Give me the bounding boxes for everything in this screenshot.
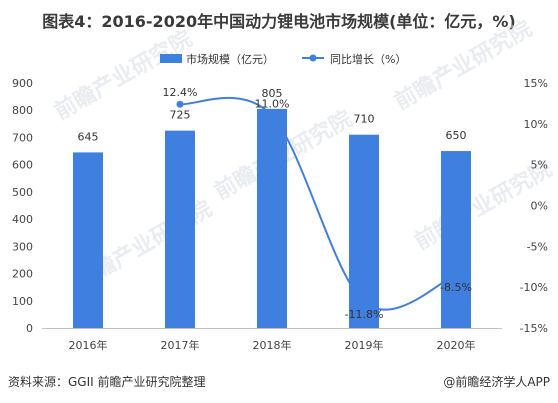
y-left-tick-label: 800 — [12, 104, 33, 117]
growth-point — [176, 100, 184, 108]
y-right-tick-label: -5% — [527, 240, 548, 253]
legend-line-label: 同比增长（%） — [330, 52, 406, 66]
x-tick-label: 2016年 — [69, 338, 108, 352]
bar-value-label: 650 — [446, 129, 467, 142]
bar — [349, 134, 379, 328]
growth-point — [452, 271, 460, 279]
y-left-tick-label: 500 — [12, 186, 33, 199]
y-right-tick-label: -15% — [520, 322, 548, 335]
growth-line — [179, 97, 457, 311]
credit-note: @前瞻经济学人APP — [443, 375, 550, 389]
y-left-tick-label: 600 — [12, 159, 33, 172]
x-tick-label: 2018年 — [253, 338, 292, 352]
bar-value-label: 645 — [78, 130, 99, 143]
y-right-tick-label: 10% — [524, 118, 548, 131]
growth-value-label: 12.4% — [163, 86, 198, 99]
x-tick-label: 2017年 — [161, 338, 200, 352]
growth-value-label: -11.8% — [345, 308, 384, 321]
source-note: 资料来源：GGII 前瞻产业研究院整理 — [8, 375, 206, 389]
chart-title: 图表4：2016-2020年中国动力锂电池市场规模(单位：亿元，%) — [42, 12, 516, 31]
y-left-tick-label: 100 — [12, 295, 33, 308]
legend-bar-swatch — [160, 54, 182, 63]
bar-value-label: 710 — [354, 113, 375, 126]
bar-value-label: 805 — [262, 87, 283, 100]
y-right-tick-label: 15% — [524, 77, 548, 90]
growth-value-label: 11.0% — [255, 98, 290, 111]
growth-value-label: -8.5% — [440, 281, 472, 294]
y-right-tick-label: 5% — [531, 159, 548, 172]
y-left-tick-label: 900 — [12, 77, 33, 90]
bar — [257, 108, 287, 328]
growth-point — [360, 298, 368, 306]
bar — [441, 151, 471, 328]
x-tick-label: 2019年 — [345, 338, 384, 352]
legend-line-marker — [309, 54, 317, 62]
y-left-tick-label: 0 — [26, 322, 33, 335]
bar — [165, 130, 195, 328]
y-left-tick-label: 700 — [12, 131, 33, 144]
y-left-tick-label: 200 — [12, 268, 33, 281]
legend-bar-label: 市场规模（亿元） — [186, 52, 274, 66]
y-right-tick-label: 0% — [531, 200, 548, 213]
growth-point — [268, 112, 276, 120]
bar-value-label: 725 — [170, 109, 191, 122]
bar — [73, 152, 103, 328]
x-tick-label: 2020年 — [437, 338, 476, 352]
y-left-tick-label: 300 — [12, 240, 33, 253]
watermark-text: 前瞻产业研究院 — [390, 16, 536, 116]
y-left-tick-label: 400 — [12, 213, 33, 226]
y-right-tick-label: -10% — [520, 281, 548, 294]
